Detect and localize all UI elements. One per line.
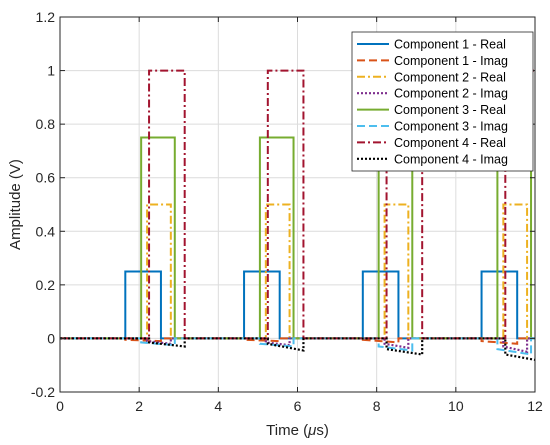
x-tick-label: 8 — [373, 398, 381, 414]
y-tick-label: 1.2 — [36, 9, 56, 25]
legend-label-8: Component 4 - Imag — [394, 152, 508, 166]
legend-label-7: Component 4 - Real — [394, 136, 506, 150]
legend-label-4: Component 2 - Imag — [394, 87, 508, 101]
x-tick-label: 0 — [56, 398, 64, 414]
x-tick-label: 2 — [135, 398, 143, 414]
series-layer — [60, 69, 536, 361]
x-tick-label: 10 — [448, 398, 464, 414]
y-tick-label: 0.4 — [36, 223, 56, 239]
x-axis-label: Time (μs) — [266, 422, 329, 439]
x-tick-label: 12 — [527, 398, 543, 414]
y-axis-label: Amplitude (V) — [7, 159, 24, 250]
y-tick-label: 0.8 — [36, 116, 56, 132]
x-tick-label: 4 — [214, 398, 222, 414]
legend-box — [351, 31, 534, 172]
series-line-8 — [60, 337, 536, 361]
y-tick-label: 0 — [47, 330, 55, 346]
legend-label-2: Component 1 - Imag — [394, 54, 508, 68]
x-tick-label: 6 — [294, 398, 302, 414]
legend-label-1: Component 1 - Real — [394, 38, 506, 52]
legend-label-3: Component 2 - Real — [394, 70, 506, 84]
series-line-7 — [60, 69, 535, 340]
tick-layer: 0 2 4 6 8 10 12-0.200.20.40.60.811.2 — [31, 9, 543, 414]
legend: Component 1 - Real Component 1 - Imag Comp… — [351, 31, 534, 172]
y-tick-label: -0.2 — [31, 384, 55, 400]
y-tick-label: 0.6 — [36, 170, 56, 186]
legend-label-5: Component 3 - Real — [394, 103, 506, 117]
y-tick-label: 1 — [47, 63, 55, 79]
legend-label-6: Component 3 - Imag — [394, 120, 508, 134]
y-tick-label: 0.2 — [36, 277, 56, 293]
